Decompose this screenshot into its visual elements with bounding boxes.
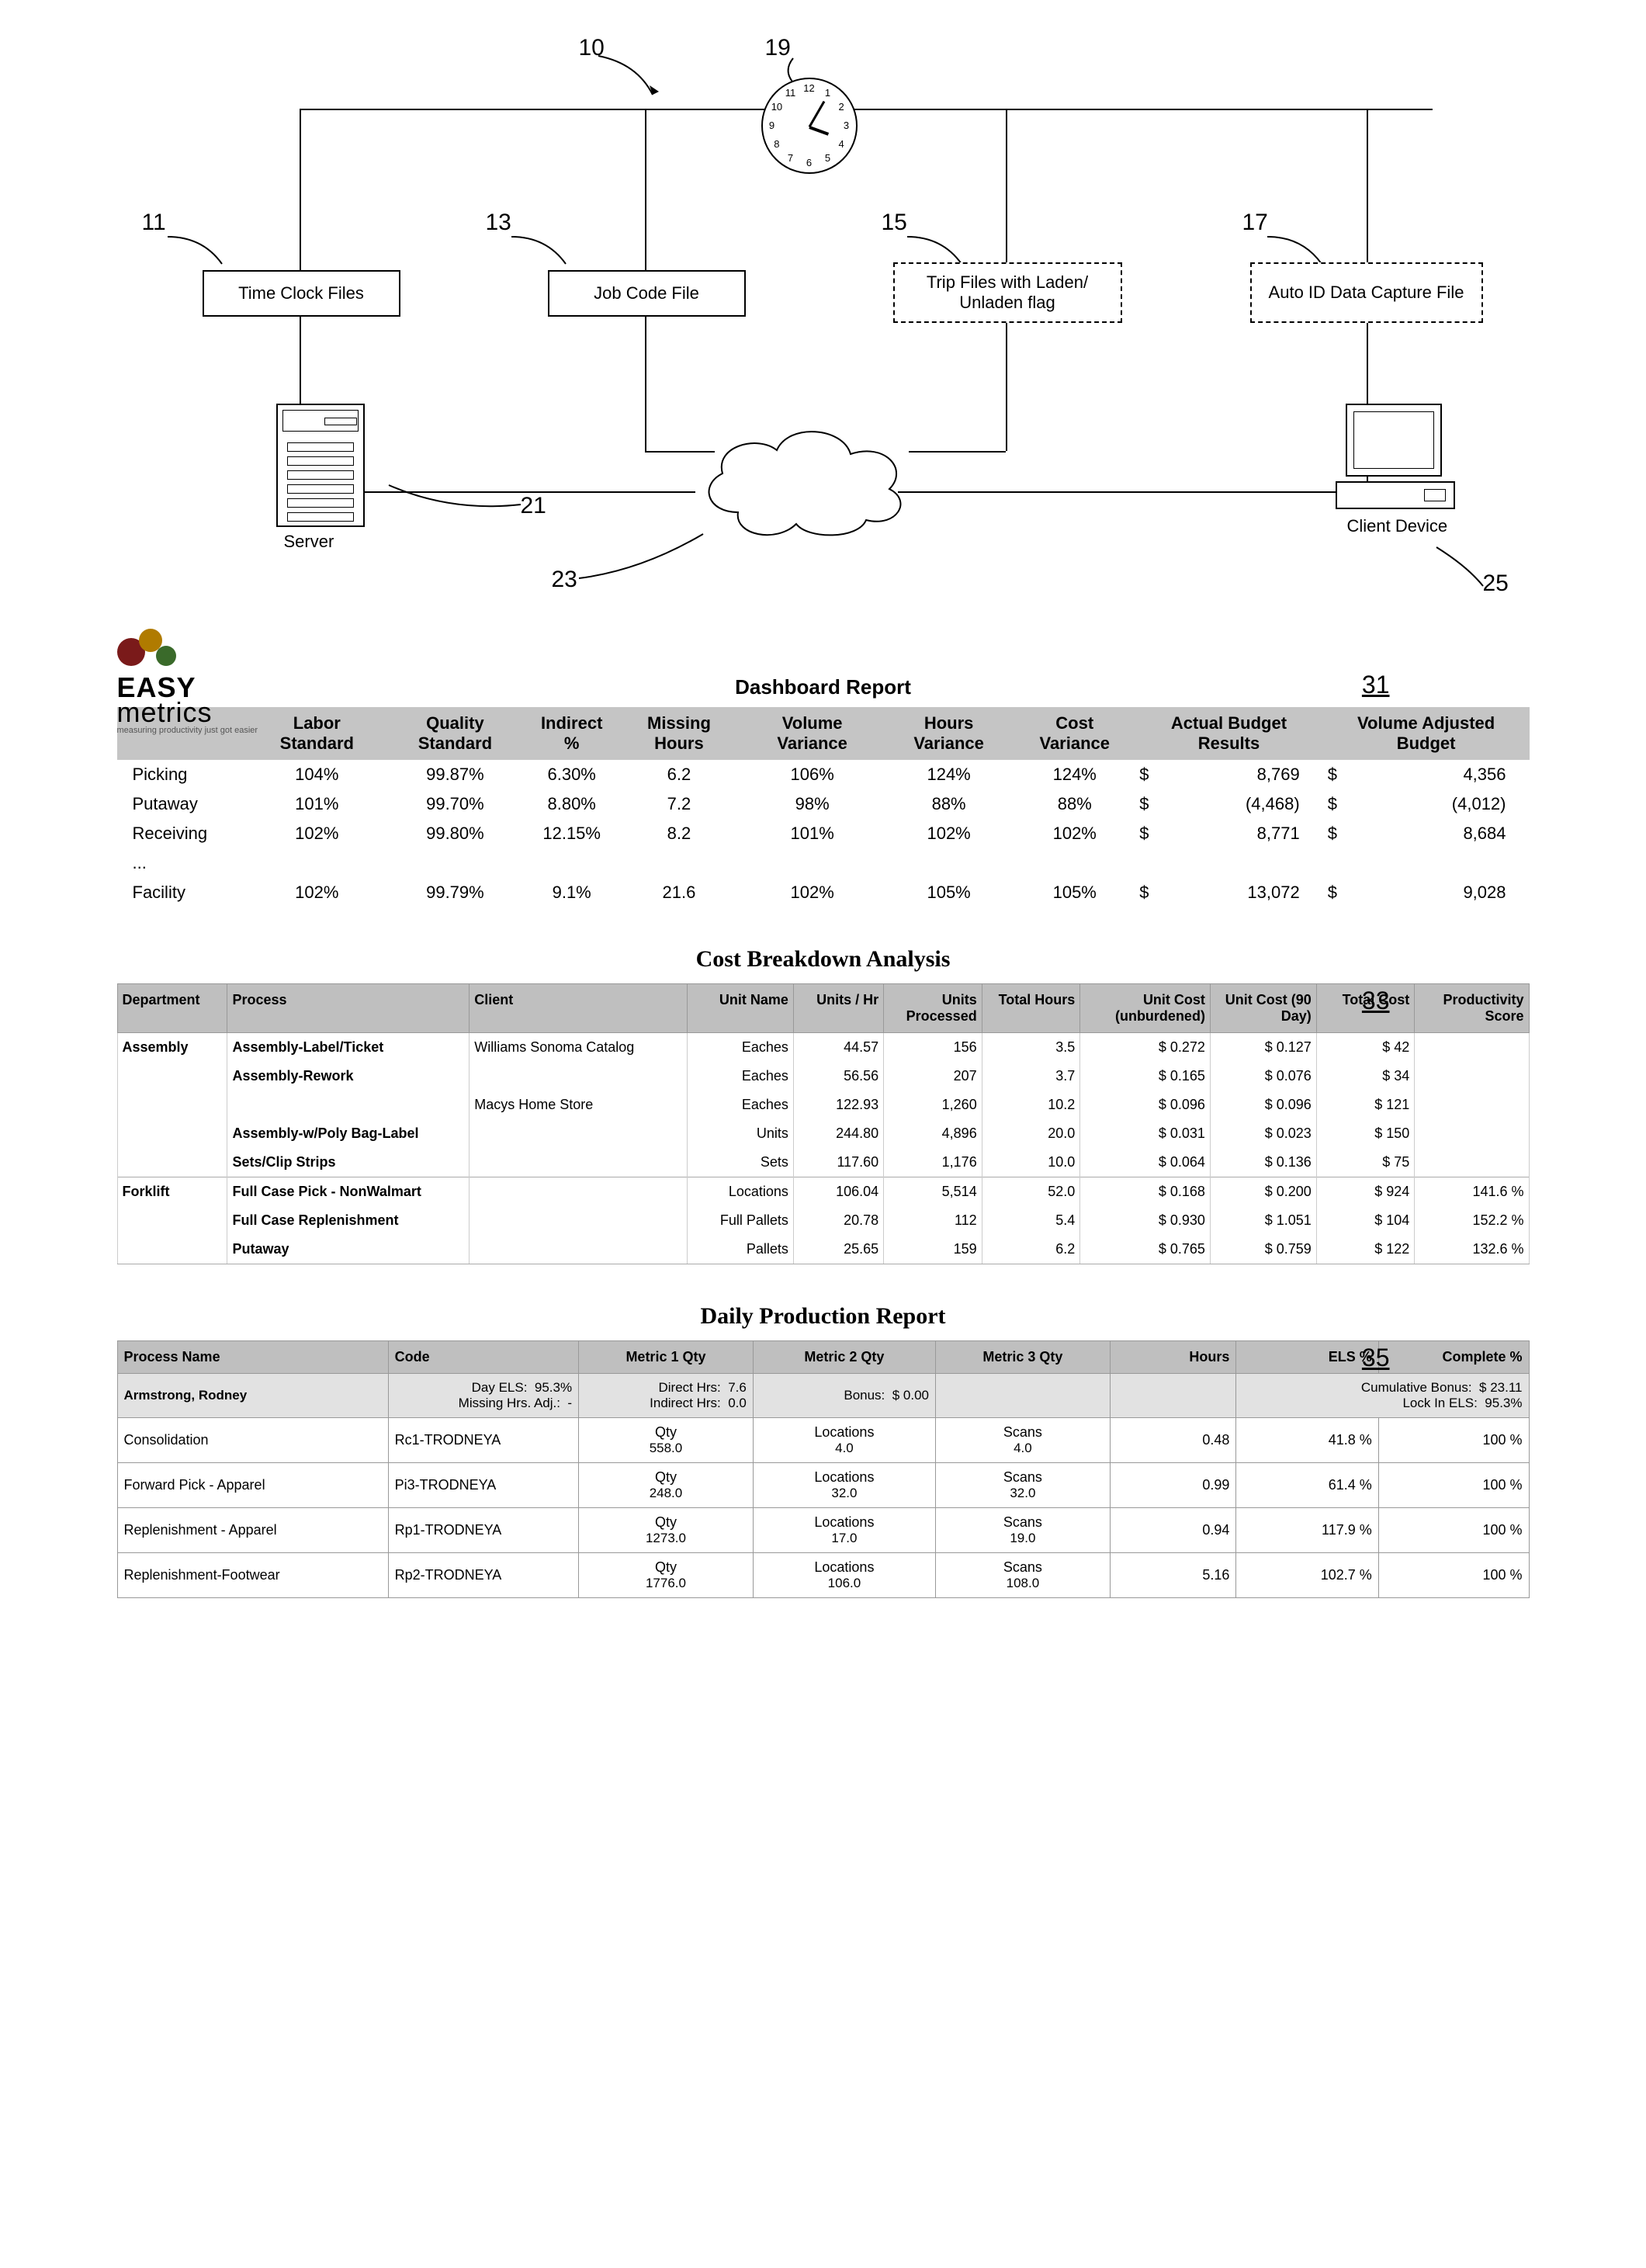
logo-sub: measuring productivity just got easier bbox=[117, 726, 258, 735]
table-row: Receiving102%99.80%12.15%8.2101%102%102%… bbox=[117, 819, 1530, 848]
pointer-25 bbox=[1429, 543, 1506, 598]
table-row: PutawayPallets25.651596.2$ 0.765$ 0.759$… bbox=[117, 1235, 1529, 1264]
clock-num: 12 bbox=[802, 82, 816, 94]
pointer-13 bbox=[504, 229, 581, 276]
box-jobcode: Job Code File bbox=[548, 270, 746, 317]
pointer-10 bbox=[591, 48, 668, 110]
server-caption: Server bbox=[284, 532, 334, 552]
drop-17 bbox=[1367, 109, 1368, 270]
clock-num: 6 bbox=[802, 157, 816, 168]
cloud-icon bbox=[691, 411, 917, 547]
clock-num: 4 bbox=[834, 138, 848, 150]
pointer-21 bbox=[381, 477, 528, 520]
cost-table: Department Process Client Unit Name Unit… bbox=[117, 983, 1530, 1264]
table-row: ConsolidationRc1-TRODNEYAQty558.0Locatio… bbox=[117, 1418, 1529, 1463]
daily-table: Process Name Code Metric 1 Qty Metric 2 … bbox=[117, 1340, 1530, 1598]
clock-num: 1 bbox=[821, 87, 835, 99]
client-caption: Client Device bbox=[1347, 516, 1448, 536]
daily-title: Daily Production Report bbox=[117, 1303, 1530, 1330]
client-icon bbox=[1336, 404, 1452, 512]
cost-title: Cost Breakdown Analysis bbox=[117, 946, 1530, 973]
clock-num: 9 bbox=[765, 120, 779, 131]
cost-breakdown: Cost Breakdown Analysis 33 Department Pr… bbox=[117, 946, 1530, 1264]
clock-num: 5 bbox=[821, 152, 835, 164]
system-diagram: 10 11 13 15 17 19 21 23 25 1212345678910… bbox=[117, 31, 1530, 605]
table-row: ForkliftFull Case Pick - NonWalmartLocat… bbox=[117, 1177, 1529, 1207]
drop-11 bbox=[300, 109, 301, 270]
table-row: Facility102%99.79%9.1%21.6102%105%105%$1… bbox=[117, 878, 1530, 907]
clock-num: 8 bbox=[770, 138, 784, 150]
fig-ref-31: 31 bbox=[1362, 671, 1390, 699]
table-row: Putaway101%99.70%8.80%7.298%88%88%$(4,46… bbox=[117, 789, 1530, 819]
ellipsis-row: ... bbox=[117, 848, 1530, 878]
bus-top bbox=[300, 109, 1433, 110]
table-row: Sets/Clip StripsSets117.601,17610.0$ 0.0… bbox=[117, 1148, 1529, 1177]
fig-ref-33: 33 bbox=[1362, 987, 1390, 1015]
logo: EASYmetrics measuring productivity just … bbox=[117, 629, 258, 735]
table-row: Replenishment-FootwearRp2-TRODNEYAQty177… bbox=[117, 1553, 1529, 1598]
table-row: Full Case ReplenishmentFull Pallets20.78… bbox=[117, 1206, 1529, 1235]
dashboard-title: Dashboard Report bbox=[117, 675, 1530, 699]
dashboard-report: EASYmetrics measuring productivity just … bbox=[117, 675, 1530, 907]
table-row: AssemblyAssembly-Label/TicketWilliams So… bbox=[117, 1033, 1529, 1063]
dashboard-table: Labor Standard Quality Standard Indirect… bbox=[117, 707, 1530, 907]
pointer-11 bbox=[160, 229, 237, 276]
fig-ref-35: 35 bbox=[1362, 1344, 1390, 1372]
clock-num: 2 bbox=[834, 101, 848, 113]
cloudbus-right bbox=[898, 491, 1368, 493]
table-row: Picking104%99.87%6.30%6.2106%124%124%$8,… bbox=[117, 760, 1530, 789]
server-icon bbox=[276, 404, 365, 527]
logo-line2: metrics bbox=[117, 696, 213, 728]
box-tripfiles: Trip Files with Laden/ Unladen flag bbox=[893, 262, 1122, 323]
drop2-13 bbox=[645, 317, 646, 451]
drop2-15 bbox=[1006, 323, 1007, 451]
table-row: Forward Pick - ApparelPi3-TRODNEYAQty248… bbox=[117, 1463, 1529, 1508]
clock-num: 10 bbox=[770, 101, 784, 113]
daily-report: Daily Production Report 35 Process Name … bbox=[117, 1303, 1530, 1598]
clock-icon: 121234567891011 bbox=[761, 78, 858, 174]
drop-13 bbox=[645, 109, 646, 270]
table-row: Assembly-ReworkEaches56.562073.7$ 0.165$… bbox=[117, 1062, 1529, 1091]
table-row: Replenishment - ApparelRp1-TRODNEYAQty12… bbox=[117, 1508, 1529, 1553]
clock-num: 11 bbox=[784, 87, 798, 99]
clock-num: 3 bbox=[840, 120, 854, 131]
box-timeclock: Time Clock Files bbox=[203, 270, 400, 317]
box-autocapture: Auto ID Data Capture File bbox=[1250, 262, 1483, 323]
table-row: Macys Home StoreEaches122.931,26010.2$ 0… bbox=[117, 1091, 1529, 1119]
clock-num: 7 bbox=[784, 152, 798, 164]
drop-15 bbox=[1006, 109, 1007, 270]
cloudbus-r-in bbox=[909, 451, 1006, 453]
table-row: Assembly-w/Poly Bag-LabelUnits244.804,89… bbox=[117, 1119, 1529, 1148]
summary-row: Armstrong, RodneyDay ELS: 95.3%Missing H… bbox=[117, 1374, 1529, 1418]
